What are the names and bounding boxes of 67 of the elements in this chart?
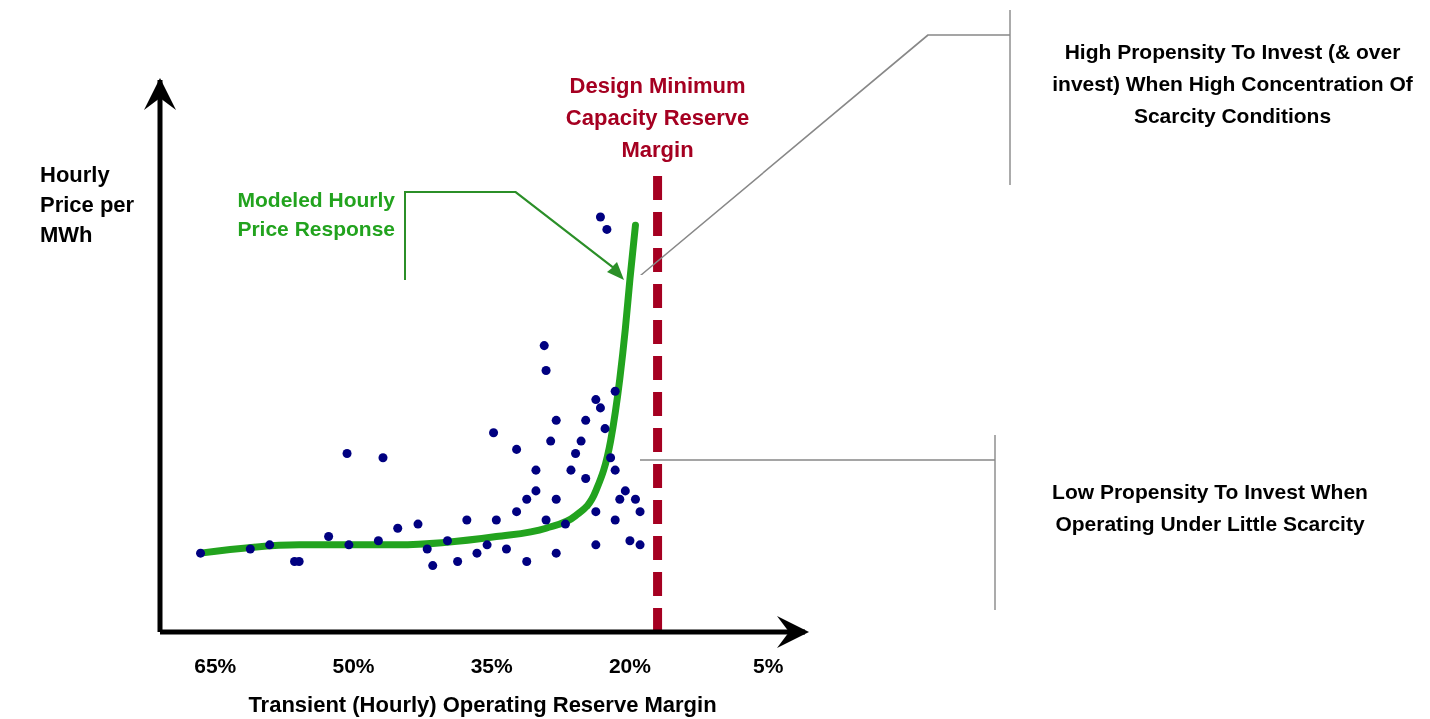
- x-tick-label: 20%: [608, 653, 652, 677]
- y-axis-title: Hourly Price per MWh: [40, 161, 136, 249]
- point: [610, 515, 620, 525]
- point: [522, 556, 532, 566]
- point: [551, 548, 561, 558]
- point: [428, 561, 438, 571]
- point: [512, 444, 522, 454]
- point: [482, 540, 492, 550]
- point: [342, 449, 352, 459]
- point: [489, 428, 499, 438]
- point: [541, 515, 551, 525]
- point: [512, 507, 522, 517]
- point: [422, 544, 432, 554]
- point: [591, 507, 601, 517]
- point: [625, 536, 635, 546]
- point: [373, 536, 383, 546]
- point: [324, 532, 334, 542]
- x-tick-label: 50%: [332, 653, 375, 677]
- point: [546, 436, 556, 446]
- point: [602, 224, 612, 234]
- x-tick-label: 5%: [752, 653, 784, 677]
- point: [501, 544, 511, 554]
- point: [491, 515, 501, 525]
- point: [635, 507, 645, 517]
- point: [606, 453, 616, 463]
- point: [245, 544, 255, 554]
- point: [196, 548, 206, 558]
- point: [531, 486, 541, 496]
- point: [600, 424, 610, 434]
- point: [413, 519, 423, 529]
- point: [531, 465, 541, 475]
- point: [610, 465, 620, 475]
- point: [630, 494, 640, 504]
- point: [551, 494, 561, 504]
- point: [615, 494, 625, 504]
- point: [595, 403, 605, 413]
- x-tick-label: 35%: [470, 653, 514, 677]
- point: [541, 366, 551, 376]
- point: [591, 395, 601, 405]
- point: [462, 515, 472, 525]
- point: [551, 415, 561, 425]
- point: [453, 556, 463, 566]
- point: [610, 386, 620, 396]
- text: High Propensity To Invest (& over invest) When High Concentration Of Scarcity Conditions: [1051, 39, 1414, 129]
- text: Modeled Hourly Price Response: [236, 187, 395, 242]
- point: [576, 436, 586, 446]
- point: [539, 341, 549, 351]
- point: [472, 548, 482, 558]
- text: Low Propensity To Invest When Operating Under Little Scarcity: [1051, 479, 1369, 537]
- point: [344, 540, 354, 550]
- point: [581, 415, 591, 425]
- x-axis-title: Transient (Hourly) Operating Reserve Margin: [248, 692, 717, 717]
- point: [442, 536, 452, 546]
- point: [560, 519, 570, 529]
- point: [393, 523, 403, 533]
- point: [522, 494, 532, 504]
- point: [378, 453, 388, 463]
- point: [635, 540, 645, 550]
- point: [571, 449, 581, 459]
- point: [566, 465, 576, 475]
- point: [620, 486, 630, 496]
- ref-line-label: Design Minimum Capacity Reserve Margin: [565, 73, 750, 163]
- point: [591, 540, 601, 550]
- point: [595, 212, 605, 222]
- point: [581, 473, 591, 483]
- point: [265, 540, 275, 550]
- x-tick-label: 65%: [194, 653, 237, 677]
